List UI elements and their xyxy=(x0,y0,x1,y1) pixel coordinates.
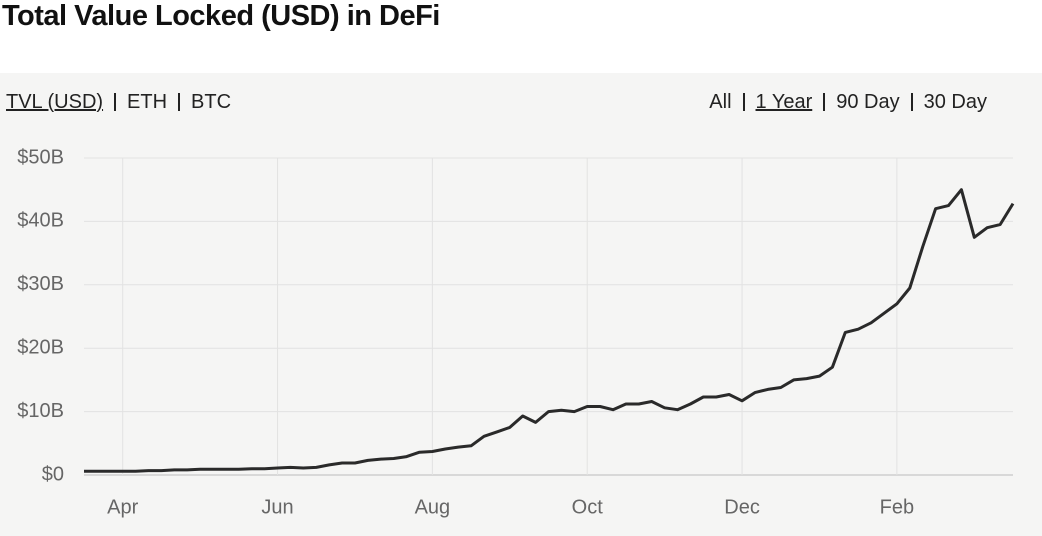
tab[interactable]: All xyxy=(709,91,732,113)
unit-tabs: TVL (USD) ETH BTC xyxy=(6,91,231,113)
tab[interactable]: BTC xyxy=(178,92,231,112)
range-tabs: All 1 Year 90 Day 30 Day xyxy=(709,91,987,113)
tab[interactable]: TVL (USD) xyxy=(6,91,104,113)
tab[interactable]: 90 Day xyxy=(823,92,910,112)
x-tick-label: Aug xyxy=(415,496,451,518)
page-title: Total Value Locked (USD) in DeFi xyxy=(2,0,440,32)
x-tick-label: Jun xyxy=(261,496,293,518)
tab[interactable]: 30 Day xyxy=(910,92,987,112)
y-tick-label: $20B xyxy=(17,336,64,358)
line xyxy=(84,188,1015,473)
chart-panel: TVL (USD) ETH BTC All 1 Year 90 Day 30 D… xyxy=(0,73,1042,536)
x-tick-label: Feb xyxy=(880,496,914,518)
y-tick-label: $10B xyxy=(17,400,64,422)
tab[interactable]: ETH xyxy=(114,92,178,112)
y-tick-label: $50B xyxy=(17,146,64,168)
tab[interactable]: 1 Year xyxy=(742,92,824,112)
y-tick-label: $30B xyxy=(17,273,64,295)
y-tick-label: $40B xyxy=(17,210,64,232)
x-tick-label: Apr xyxy=(107,496,138,518)
x-tick-label: Oct xyxy=(572,496,604,518)
y-tick-label: $0 xyxy=(42,463,64,485)
x-tick-label: Dec xyxy=(724,496,760,518)
